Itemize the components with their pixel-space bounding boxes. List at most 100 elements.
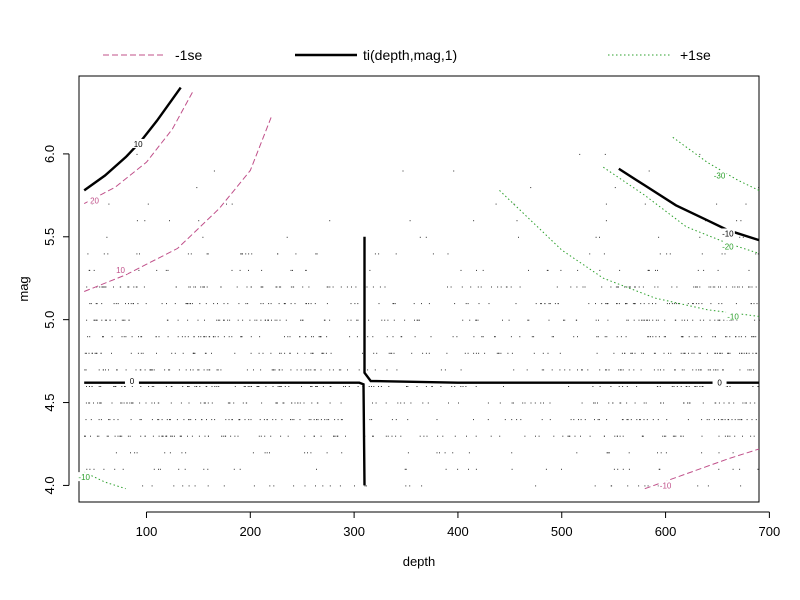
data-point	[659, 468, 661, 470]
data-point	[169, 220, 170, 222]
data-point	[158, 435, 160, 437]
data-point	[495, 203, 497, 205]
data-point	[718, 419, 719, 421]
data-point	[85, 369, 87, 371]
data-point	[329, 402, 331, 404]
data-point	[436, 452, 438, 454]
data-point	[93, 319, 95, 321]
data-point	[144, 435, 146, 437]
data-point	[326, 452, 328, 454]
data-point	[617, 468, 619, 470]
data-point	[266, 452, 268, 454]
data-point	[362, 352, 363, 354]
data-point	[132, 402, 134, 404]
contour-label-bg	[131, 138, 146, 148]
data-point	[223, 319, 225, 321]
data-point	[250, 336, 252, 338]
data-point	[476, 269, 477, 271]
data-point	[753, 435, 755, 437]
data-point	[90, 435, 91, 437]
data-point	[639, 419, 641, 421]
data-point	[283, 402, 285, 404]
contour-line	[618, 167, 760, 242]
data-point	[287, 336, 289, 338]
data-point	[670, 352, 672, 354]
contour-label-bg	[77, 472, 92, 482]
data-point	[684, 352, 685, 354]
data-point	[663, 402, 664, 404]
data-point	[103, 253, 105, 255]
data-point	[714, 336, 716, 338]
data-point	[356, 319, 358, 321]
data-point	[270, 435, 272, 437]
data-point	[701, 386, 703, 387]
data-point	[530, 187, 532, 189]
data-point	[507, 352, 509, 354]
data-point	[204, 336, 205, 338]
data-point	[457, 468, 459, 470]
data-point	[701, 253, 703, 255]
data-point	[745, 203, 747, 205]
y-tick-label: 6.0	[42, 145, 57, 163]
data-point	[647, 485, 649, 487]
data-point	[338, 369, 340, 371]
data-point	[318, 336, 320, 338]
data-point	[121, 336, 123, 338]
data-point	[131, 402, 132, 404]
data-point	[217, 303, 218, 305]
data-point	[407, 386, 409, 387]
data-point	[737, 419, 739, 421]
data-point	[312, 336, 314, 338]
data-point	[102, 369, 104, 371]
data-point	[260, 286, 262, 288]
data-point	[279, 386, 281, 387]
data-point	[614, 435, 616, 437]
data-point	[756, 303, 758, 305]
contour-line	[83, 90, 194, 205]
data-point	[316, 419, 317, 421]
data-point	[423, 435, 425, 437]
data-point	[592, 386, 594, 387]
data-point	[753, 336, 755, 338]
data-point	[480, 286, 482, 288]
data-point	[454, 303, 456, 305]
contour-level-label: -20	[722, 243, 734, 252]
data-point	[417, 319, 419, 321]
data-point	[207, 402, 209, 404]
data-point	[701, 452, 703, 454]
data-point	[567, 435, 569, 437]
data-point	[636, 419, 638, 421]
data-point	[98, 435, 100, 437]
data-point	[108, 203, 110, 205]
data-point	[689, 402, 691, 404]
data-point	[194, 485, 196, 487]
data-point	[657, 369, 659, 371]
data-point	[231, 269, 233, 271]
data-point	[688, 336, 690, 338]
data-point	[115, 386, 117, 387]
data-point	[372, 435, 374, 437]
data-point	[193, 286, 195, 288]
data-point	[137, 352, 139, 354]
data-point	[279, 319, 281, 321]
data-point	[376, 352, 378, 354]
data-point	[271, 369, 273, 371]
data-point	[739, 236, 741, 238]
data-point	[242, 253, 243, 255]
data-point	[384, 319, 386, 321]
data-point	[205, 303, 207, 305]
data-point	[699, 153, 701, 155]
data-point	[755, 286, 757, 288]
contour-line	[84, 117, 272, 292]
data-point	[653, 369, 655, 371]
data-point	[109, 319, 111, 321]
data-point	[113, 386, 115, 387]
data-point	[209, 369, 211, 371]
data-point	[696, 336, 698, 338]
data-point	[692, 369, 694, 371]
data-point	[372, 435, 373, 437]
data-point	[86, 286, 88, 288]
data-point	[475, 386, 477, 387]
data-point	[716, 203, 718, 205]
data-point	[249, 386, 251, 387]
